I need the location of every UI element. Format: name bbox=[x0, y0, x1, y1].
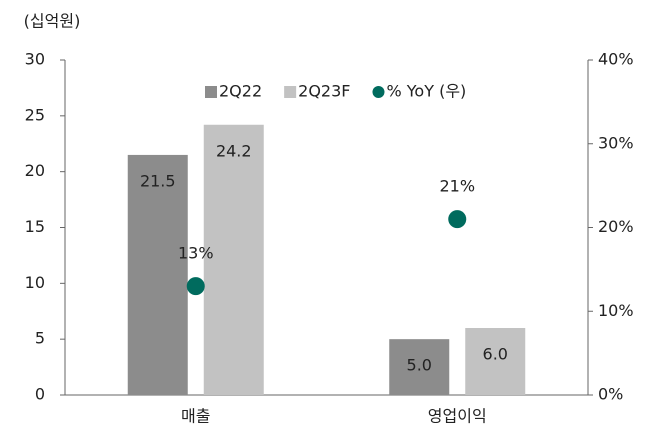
legend-label: 2Q22 bbox=[219, 82, 262, 101]
bar-value-label: 21.5 bbox=[140, 171, 176, 190]
unit-label: (십억원) bbox=[24, 12, 81, 31]
y-tick-label: 0 bbox=[35, 385, 45, 404]
x-tick-label: 영업이익 bbox=[428, 407, 487, 426]
legend-marker bbox=[372, 86, 385, 98]
legend-swatch bbox=[205, 86, 217, 98]
scatter-point bbox=[186, 277, 205, 296]
y2-tick-label: 30% bbox=[598, 133, 634, 152]
legend-label: 2Q23F bbox=[298, 82, 350, 101]
bar bbox=[389, 339, 450, 395]
y-tick-label: 30 bbox=[25, 50, 45, 69]
y-tick-label: 15 bbox=[25, 217, 45, 236]
scatter-point bbox=[448, 210, 467, 229]
bar bbox=[127, 154, 188, 395]
bar-value-label: 5.0 bbox=[407, 356, 432, 375]
y2-tick-label: 20% bbox=[598, 217, 634, 236]
bar bbox=[465, 328, 526, 395]
bar-value-label: 6.0 bbox=[483, 345, 508, 364]
bar bbox=[203, 124, 264, 396]
y-tick-label: 20 bbox=[25, 161, 45, 180]
point-value-label: 21% bbox=[439, 177, 475, 196]
bar-value-label: 24.2 bbox=[216, 141, 252, 160]
y-tick-label: 5 bbox=[35, 329, 45, 348]
x-tick-label: 매출 bbox=[181, 407, 210, 426]
y2-tick-label: 10% bbox=[598, 301, 634, 320]
y-tick-label: 25 bbox=[25, 105, 45, 124]
legend-swatch bbox=[284, 86, 297, 98]
y-tick-label: 10 bbox=[25, 273, 45, 292]
point-value-label: 13% bbox=[178, 244, 214, 263]
y2-tick-label: 0% bbox=[598, 385, 623, 404]
y2-tick-label: 40% bbox=[598, 50, 634, 69]
legend-label: % YoY (우) bbox=[386, 82, 466, 101]
